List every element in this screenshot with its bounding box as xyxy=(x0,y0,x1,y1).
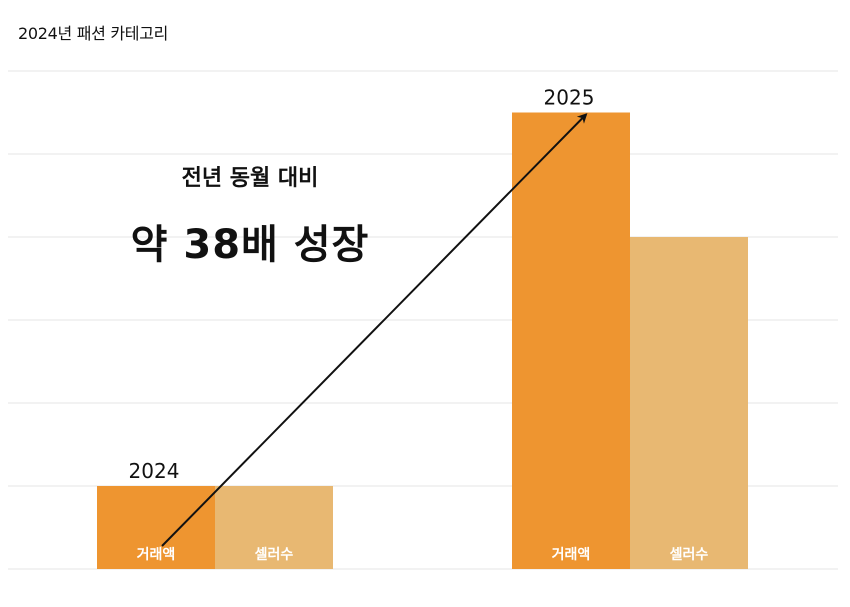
category-label-2025: 2025 xyxy=(544,86,595,110)
growth-callout-line1: 전년 동월 대비 xyxy=(181,166,319,191)
bar-label-2025-셀러수: 셀러수 xyxy=(670,547,709,563)
bar-label-2025-거래액: 거래액 xyxy=(552,546,591,563)
chart-title: 2024년 패션 카테고리 xyxy=(18,24,169,43)
growth-arrow xyxy=(161,113,588,547)
bar-2025-거래액 xyxy=(512,112,630,569)
growth-callout-line2: 약 38배 성장 xyxy=(130,222,370,268)
bar-2024-셀러수 xyxy=(215,486,333,569)
bar-label-2024-거래액: 거래액 xyxy=(137,546,176,563)
category-label-2024: 2024 xyxy=(129,459,180,483)
bar-2024-거래액 xyxy=(97,486,215,569)
bar-2025-셀러수 xyxy=(630,237,748,569)
bar-label-2024-셀러수: 셀러수 xyxy=(255,547,294,563)
